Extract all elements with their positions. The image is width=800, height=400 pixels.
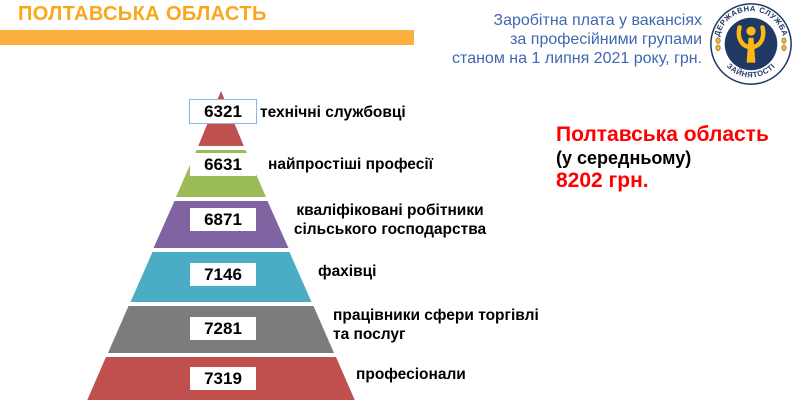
region-average-block: Полтавська область (у середньому) 8202 г… <box>556 123 769 193</box>
average-value: 8202 грн. <box>556 169 649 192</box>
chart-subtitle-line-1: Заробітна плата у вакансіях <box>493 12 702 29</box>
segment-label-1: технічні службовці <box>260 104 406 121</box>
segment-label-4: фахівці <box>318 263 377 280</box>
accent-bar <box>0 30 414 45</box>
wheat-right-icon <box>781 37 787 51</box>
region-name: Полтавська область <box>556 123 769 146</box>
value-box-6: 7319 <box>190 367 256 390</box>
segment-label-3: кваліфіковані робітники сільського госпо… <box>293 202 487 238</box>
logo-person-icon <box>736 25 766 63</box>
value-box-1: 6321 <box>189 99 257 124</box>
average-note: (у середньому) <box>556 148 692 168</box>
chart-subtitle-line-3: станом на 1 липня 2021 року, грн. <box>452 50 702 67</box>
segment-label-6: професіонали <box>356 366 466 383</box>
chart-subtitle: Заробітна плата у вакансіях за професійн… <box>382 11 702 68</box>
value-box-3: 6871 <box>190 208 256 231</box>
value-box-5: 7281 <box>190 317 256 340</box>
employment-service-logo: ДЕРЖАВНА СЛУЖБА ЗАЙНЯТОСТІ <box>710 3 792 85</box>
segment-label-2: найпростіші професії <box>268 156 434 173</box>
page-title: ПОЛТАВСЬКА ОБЛАСТЬ <box>18 3 267 25</box>
value-box-4: 7146 <box>190 263 256 286</box>
segment-label-5: працівники сфери торгівлі та послуг <box>333 307 539 343</box>
wheat-left-icon <box>715 37 721 51</box>
value-box-2: 6631 <box>190 153 256 176</box>
chart-subtitle-line-2: за професійними групами <box>510 31 702 48</box>
